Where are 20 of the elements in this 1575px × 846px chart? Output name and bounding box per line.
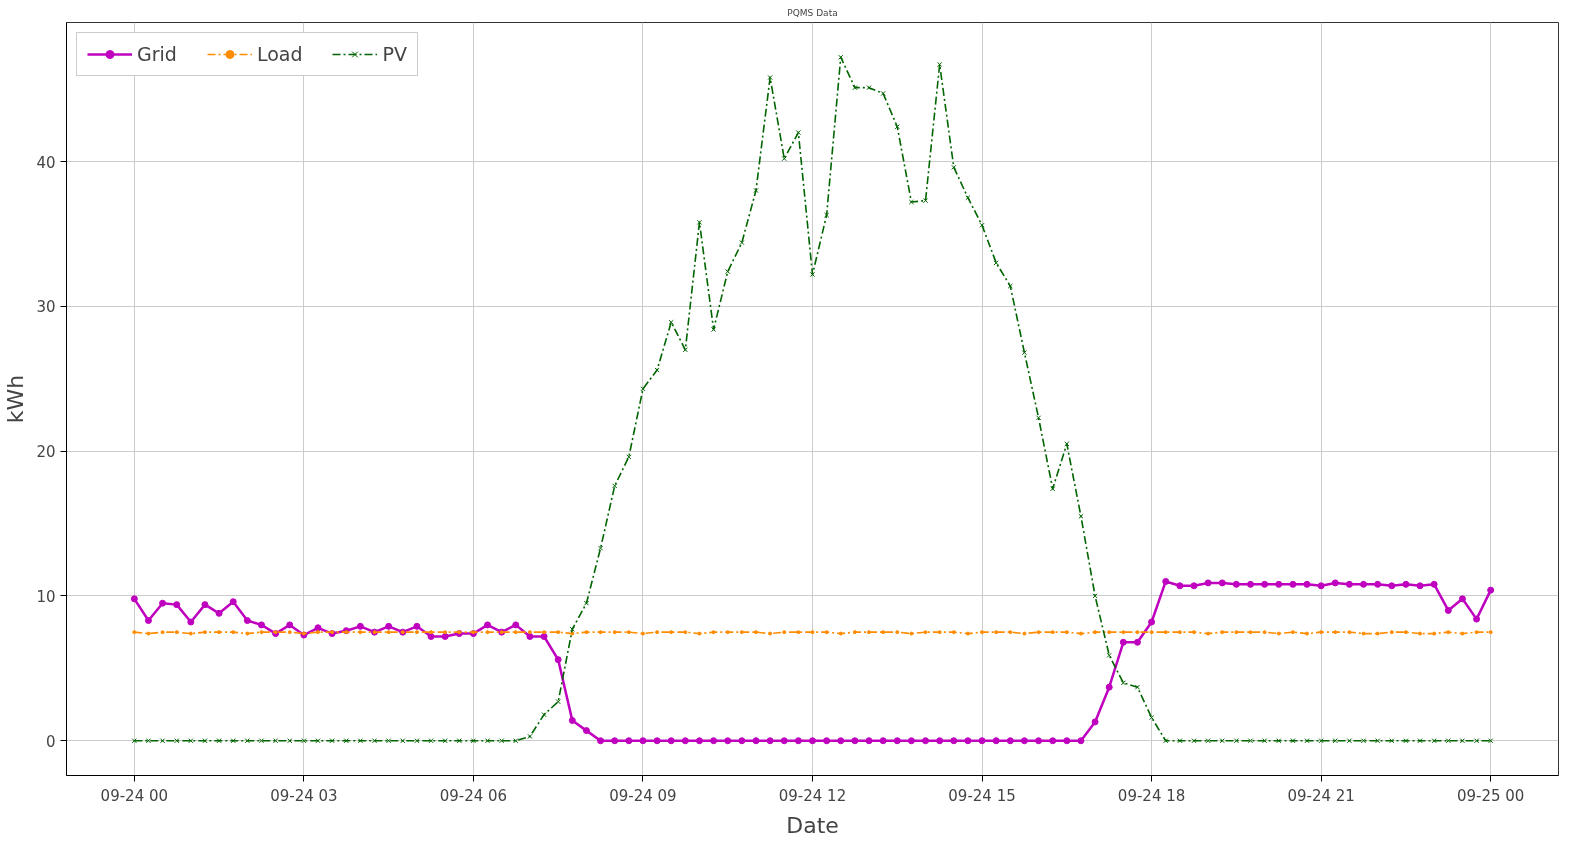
y-tick-label: 20 <box>36 443 56 462</box>
legend-label: PV <box>382 43 407 65</box>
x-tick-label: 09-24 18 <box>1117 786 1186 805</box>
x-tick-label: 09-24 21 <box>1287 786 1355 805</box>
x-tick-label: 09-24 15 <box>948 786 1016 805</box>
legend-label: Grid <box>137 43 177 65</box>
x-tick-label: 09-24 06 <box>439 786 508 805</box>
x-tick-label: 09-24 00 <box>100 786 169 805</box>
chart-title: PQMS Data <box>787 7 838 18</box>
legend-label: Load <box>256 43 303 65</box>
y-tick-label: 0 <box>45 732 56 751</box>
x-tick-label: 09-24 03 <box>270 786 338 805</box>
y-tick-label: 30 <box>36 298 56 317</box>
y-tick-label: 10 <box>36 587 56 606</box>
y-axis-title: kWh <box>3 374 29 424</box>
y-tick-label: 40 <box>36 153 56 172</box>
x-tick-label: 09-24 09 <box>609 786 677 805</box>
x-axis-title: Date <box>786 812 839 838</box>
x-tick-label: 09-24 12 <box>778 786 847 805</box>
x-tick-label: 09-25 00 <box>1456 786 1525 805</box>
